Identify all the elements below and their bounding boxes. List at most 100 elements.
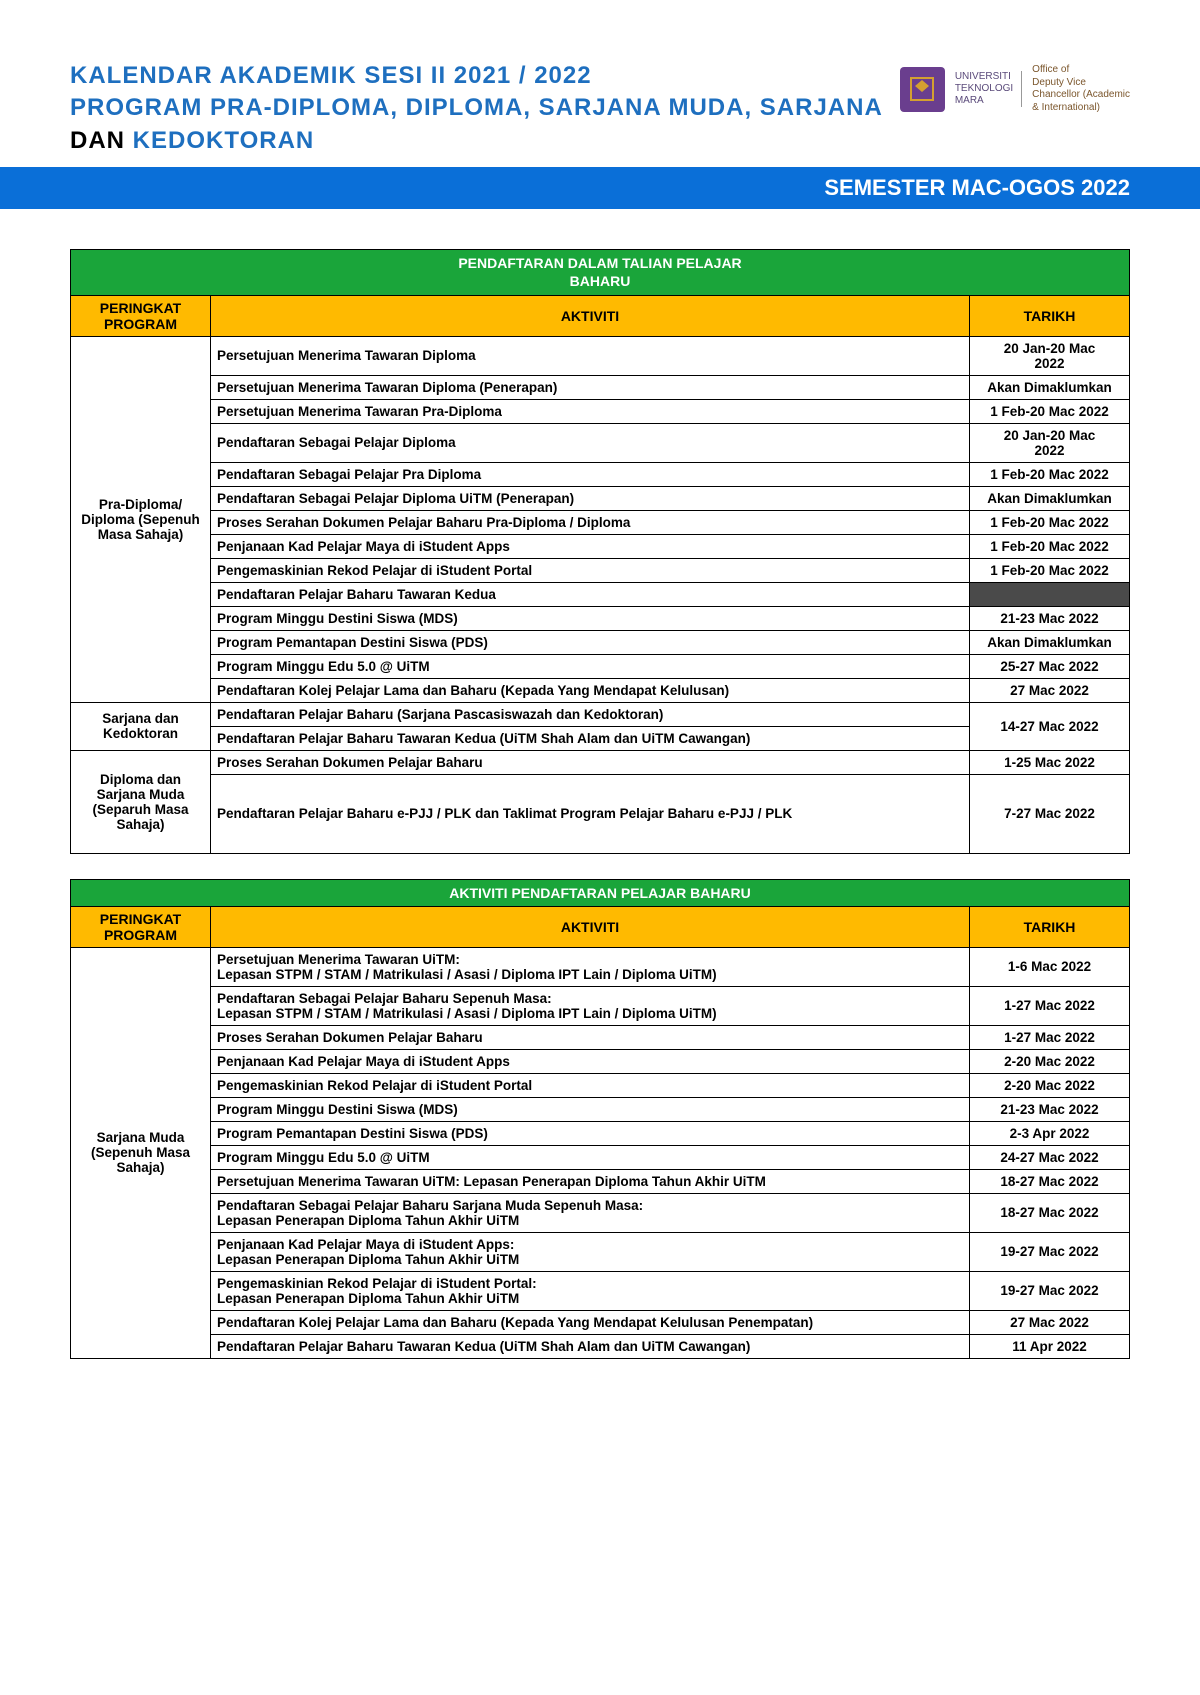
date-cell: 27 Mac 2022: [970, 1310, 1130, 1334]
table-row: Pra-Diploma/ Diploma (Sepenuh Masa Sahaj…: [71, 336, 1130, 375]
document-title: KALENDAR AKADEMIK SESI II 2021 / 2022 PR…: [70, 60, 900, 157]
table-row: Pendaftaran Kolej Pelajar Lama dan Bahar…: [71, 678, 1130, 702]
activity-cell: Pengemaskinian Rekod Pelajar di iStudent…: [211, 1073, 970, 1097]
table-row: Pengemaskinian Rekod Pelajar di iStudent…: [71, 1073, 1130, 1097]
section2-title-row: AKTIVITI PENDAFTARAN PELAJAR BAHARU: [71, 879, 1130, 906]
activity-cell: Pendaftaran Pelajar Baharu Tawaran Kedua…: [211, 726, 970, 750]
date-cell: 1 Feb-20 Mac 2022: [969, 558, 1129, 582]
section1-title: PENDAFTARAN DALAM TALIAN PELAJAR BAHARU: [71, 250, 1130, 295]
table-row: Sarjana dan KedoktoranPendaftaran Pelaja…: [71, 702, 1130, 726]
table-row: Pendaftaran Sebagai Pelajar Baharu Sarja…: [71, 1193, 1130, 1232]
date-cell: 1-27 Mac 2022: [970, 986, 1130, 1025]
semester-bar: SEMESTER MAC-OGOS 2022: [0, 167, 1200, 209]
title-block: KALENDAR AKADEMIK SESI II 2021 / 2022 PR…: [70, 60, 900, 157]
date-cell: Akan Dimaklumkan: [969, 486, 1129, 510]
activity-cell: Pendaftaran Sebagai Pelajar Pra Diploma: [211, 462, 970, 486]
activity-cell: Program Minggu Edu 5.0 @ UiTM: [211, 654, 970, 678]
activity-cell: Program Minggu Edu 5.0 @ UiTM: [211, 1145, 970, 1169]
table-row: Program Pemantapan Destini Siswa (PDS)Ak…: [71, 630, 1130, 654]
section2-title: AKTIVITI PENDAFTARAN PELAJAR BAHARU: [71, 879, 1130, 906]
table-row: Pendaftaran Sebagai Pelajar Pra Diploma1…: [71, 462, 1130, 486]
table-row: Pendaftaran Pelajar Baharu Tawaran Kedua: [71, 582, 1130, 606]
table-row: Program Minggu Edu 5.0 @ UiTM25-27 Mac 2…: [71, 654, 1130, 678]
table-row: Persetujuan Menerima Tawaran Diploma (Pe…: [71, 375, 1130, 399]
activity-cell: Proses Serahan Dokumen Pelajar Baharu: [211, 750, 970, 774]
activity-cell: Pengemaskinian Rekod Pelajar di iStudent…: [211, 558, 970, 582]
column-headers: PERINGKAT PROGRAM AKTIVITI TARIKH: [71, 295, 1130, 336]
activity-cell: Pendaftaran Sebagai Pelajar Diploma UiTM…: [211, 486, 970, 510]
date-cell: 1 Feb-20 Mac 2022: [969, 534, 1129, 558]
activity-cell: Proses Serahan Dokumen Pelajar Baharu Pr…: [211, 510, 970, 534]
activity-cell: Pendaftaran Pelajar Baharu Tawaran Kedua…: [211, 1334, 970, 1358]
logo-block: UNIVERSITI TEKNOLOGI MARA Office of Depu…: [900, 60, 1130, 114]
header-activity: AKTIVITI: [211, 906, 970, 947]
activity-cell: Pendaftaran Sebagai Pelajar Baharu Sarja…: [211, 1193, 970, 1232]
activity-cell: Program Pemantapan Destini Siswa (PDS): [211, 1121, 970, 1145]
table-row: Pengemaskinian Rekod Pelajar di iStudent…: [71, 1271, 1130, 1310]
program-cell: Diploma dan Sarjana Muda (Separuh Masa S…: [71, 750, 211, 853]
activity-cell: Persetujuan Menerima Tawaran UiTM: Lepas…: [211, 947, 970, 986]
header-program: PERINGKAT PROGRAM: [71, 295, 211, 336]
activity-cell: Penjanaan Kad Pelajar Maya di iStudent A…: [211, 1232, 970, 1271]
page: KALENDAR AKADEMIK SESI II 2021 / 2022 PR…: [0, 0, 1200, 1399]
table-row: Pendaftaran Pelajar Baharu e-PJJ / PLK d…: [71, 774, 1130, 853]
table-row: Pengemaskinian Rekod Pelajar di iStudent…: [71, 558, 1130, 582]
activity-cell: Proses Serahan Dokumen Pelajar Baharu: [211, 1025, 970, 1049]
table-row: Proses Serahan Dokumen Pelajar Baharu Pr…: [71, 510, 1130, 534]
activity-cell: Pendaftaran Kolej Pelajar Lama dan Bahar…: [211, 678, 970, 702]
title-line1: KALENDAR AKADEMIK SESI II 2021 / 2022: [70, 62, 592, 89]
date-cell: 20 Jan-20 Mac 2022: [969, 423, 1129, 462]
title-dan: DAN: [70, 127, 125, 154]
date-cell: [969, 582, 1129, 606]
section1-title-row: PENDAFTARAN DALAM TALIAN PELAJAR BAHARU: [71, 250, 1130, 295]
activity-cell: Persetujuan Menerima Tawaran Diploma: [211, 336, 970, 375]
activity-cell: Pendaftaran Pelajar Baharu e-PJJ / PLK d…: [211, 774, 970, 853]
date-cell: 18-27 Mac 2022: [970, 1169, 1130, 1193]
program-cell: Sarjana dan Kedoktoran: [71, 702, 211, 750]
date-cell: 19-27 Mac 2022: [970, 1232, 1130, 1271]
table-section1: PENDAFTARAN DALAM TALIAN PELAJAR BAHARU …: [70, 249, 1130, 853]
header-date: TARIKH: [970, 906, 1130, 947]
activity-cell: Pendaftaran Pelajar Baharu (Sarjana Pasc…: [211, 702, 970, 726]
logo-text: UNIVERSITI TEKNOLOGI MARA: [955, 71, 1022, 107]
date-cell: 1-6 Mac 2022: [970, 947, 1130, 986]
activity-cell: Persetujuan Menerima Tawaran Diploma (Pe…: [211, 375, 970, 399]
table-row: Persetujuan Menerima Tawaran UiTM: Lepas…: [71, 1169, 1130, 1193]
uitm-logo-icon: [900, 67, 945, 112]
table-row: Pendaftaran Pelajar Baharu Tawaran Kedua…: [71, 1334, 1130, 1358]
activity-cell: Program Pemantapan Destini Siswa (PDS): [211, 630, 970, 654]
date-cell: 1 Feb-20 Mac 2022: [969, 399, 1129, 423]
date-cell: 1-25 Mac 2022: [969, 750, 1129, 774]
date-cell: 21-23 Mac 2022: [969, 606, 1129, 630]
date-cell: 19-27 Mac 2022: [970, 1271, 1130, 1310]
table-row: Pendaftaran Sebagai Pelajar Baharu Sepen…: [71, 986, 1130, 1025]
date-cell: 1 Feb-20 Mac 2022: [969, 510, 1129, 534]
date-cell: 18-27 Mac 2022: [970, 1193, 1130, 1232]
date-cell: 2-20 Mac 2022: [970, 1049, 1130, 1073]
header-program: PERINGKAT PROGRAM: [71, 906, 211, 947]
program-cell: Pra-Diploma/ Diploma (Sepenuh Masa Sahaj…: [71, 336, 211, 702]
date-cell: Akan Dimaklumkan: [969, 630, 1129, 654]
date-cell: 1 Feb-20 Mac 2022: [969, 462, 1129, 486]
date-cell: 21-23 Mac 2022: [970, 1097, 1130, 1121]
activity-cell: Penjanaan Kad Pelajar Maya di iStudent A…: [211, 1049, 970, 1073]
activity-cell: Pendaftaran Kolej Pelajar Lama dan Bahar…: [211, 1310, 970, 1334]
table-row: Pendaftaran Sebagai Pelajar Diploma20 Ja…: [71, 423, 1130, 462]
table-row: Penjanaan Kad Pelajar Maya di iStudent A…: [71, 534, 1130, 558]
date-cell: 2-20 Mac 2022: [970, 1073, 1130, 1097]
date-cell: Akan Dimaklumkan: [969, 375, 1129, 399]
date-cell: 1-27 Mac 2022: [970, 1025, 1130, 1049]
table-row: Persetujuan Menerima Tawaran Pra-Diploma…: [71, 399, 1130, 423]
activity-cell: Pendaftaran Sebagai Pelajar Baharu Sepen…: [211, 986, 970, 1025]
document-header: KALENDAR AKADEMIK SESI II 2021 / 2022 PR…: [0, 0, 1200, 167]
activity-cell: Penjanaan Kad Pelajar Maya di iStudent A…: [211, 534, 970, 558]
table-row: Program Minggu Destini Siswa (MDS)21-23 …: [71, 606, 1130, 630]
table-row: Pendaftaran Sebagai Pelajar Diploma UiTM…: [71, 486, 1130, 510]
date-cell: 20 Jan-20 Mac 2022: [969, 336, 1129, 375]
date-cell: 25-27 Mac 2022: [969, 654, 1129, 678]
title-line2a: PROGRAM PRA-DIPLOMA, DIPLOMA, SARJANA MU…: [70, 94, 882, 121]
activity-cell: Pengemaskinian Rekod Pelajar di iStudent…: [211, 1271, 970, 1310]
date-cell: 7-27 Mac 2022: [969, 774, 1129, 853]
table-container: PENDAFTARAN DALAM TALIAN PELAJAR BAHARU …: [0, 249, 1200, 1399]
activity-cell: Program Minggu Destini Siswa (MDS): [211, 1097, 970, 1121]
